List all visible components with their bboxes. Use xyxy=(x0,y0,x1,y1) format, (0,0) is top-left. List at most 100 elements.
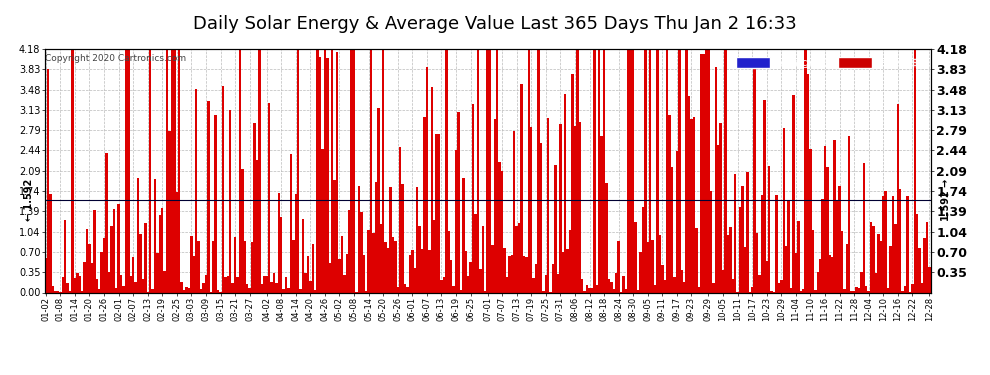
Bar xyxy=(436,134,438,292)
Bar xyxy=(122,286,125,292)
Bar xyxy=(526,257,528,292)
Bar xyxy=(678,49,680,292)
Bar xyxy=(637,290,640,292)
Bar xyxy=(632,49,635,292)
Bar xyxy=(644,49,646,292)
Bar xyxy=(877,234,880,292)
Bar xyxy=(707,49,710,292)
Bar xyxy=(73,278,76,292)
Bar xyxy=(411,250,414,292)
Bar xyxy=(100,252,103,292)
Bar xyxy=(374,182,377,292)
Bar xyxy=(755,233,758,292)
Bar xyxy=(559,124,561,292)
Bar xyxy=(887,288,889,292)
Bar xyxy=(309,281,312,292)
Bar xyxy=(635,222,637,292)
Bar xyxy=(334,180,336,292)
Bar xyxy=(807,74,809,292)
Bar xyxy=(499,162,501,292)
Bar xyxy=(516,226,518,292)
Bar xyxy=(110,226,113,292)
Bar xyxy=(394,241,397,292)
Bar xyxy=(404,284,406,292)
Bar xyxy=(695,228,698,292)
Bar xyxy=(91,262,93,292)
Bar xyxy=(511,255,513,292)
Bar xyxy=(319,57,322,292)
Bar xyxy=(889,246,892,292)
Bar xyxy=(824,146,827,292)
Bar xyxy=(751,287,753,292)
Bar xyxy=(339,260,341,292)
Bar xyxy=(787,201,790,292)
Bar xyxy=(860,272,862,292)
Bar xyxy=(615,273,618,292)
Bar xyxy=(93,210,95,292)
Bar xyxy=(426,67,428,292)
Bar xyxy=(132,257,135,292)
Bar xyxy=(51,286,54,292)
Bar xyxy=(924,238,926,292)
Bar xyxy=(285,277,287,292)
Bar xyxy=(658,235,661,292)
Bar xyxy=(646,242,649,292)
Bar xyxy=(841,231,843,292)
Bar xyxy=(469,262,472,292)
Bar xyxy=(173,49,175,292)
Bar xyxy=(392,237,394,292)
Bar xyxy=(188,288,190,292)
Bar xyxy=(336,52,339,292)
Bar xyxy=(569,230,571,292)
Bar xyxy=(247,284,248,292)
Bar xyxy=(501,171,503,292)
Bar xyxy=(357,186,360,292)
Bar xyxy=(817,272,819,292)
Bar xyxy=(244,242,247,292)
Bar xyxy=(270,282,272,292)
Bar xyxy=(205,274,207,292)
Bar xyxy=(586,285,588,292)
Bar xyxy=(193,256,195,292)
Bar xyxy=(161,209,163,292)
Bar xyxy=(715,67,717,292)
Bar xyxy=(163,271,166,292)
Bar xyxy=(253,123,255,292)
Bar xyxy=(857,288,860,292)
Bar xyxy=(268,103,270,292)
Bar xyxy=(304,273,307,292)
Bar xyxy=(839,186,841,292)
Bar xyxy=(705,49,707,292)
Bar xyxy=(292,240,295,292)
Text: ← 1.592: ← 1.592 xyxy=(24,178,34,221)
Bar xyxy=(467,276,469,292)
Text: Daily Solar Energy & Average Value Last 365 Days Thu Jan 2 16:33: Daily Solar Energy & Average Value Last … xyxy=(193,15,797,33)
Bar xyxy=(255,160,258,292)
Bar xyxy=(494,119,496,292)
Bar xyxy=(530,127,533,292)
Bar xyxy=(717,145,720,292)
Bar xyxy=(739,207,742,292)
Bar xyxy=(865,286,867,292)
Bar xyxy=(324,49,326,292)
Bar xyxy=(508,256,511,292)
Bar xyxy=(742,186,743,292)
Bar xyxy=(812,230,814,292)
Bar xyxy=(76,273,78,292)
Bar xyxy=(446,49,447,292)
Bar xyxy=(683,282,685,292)
Bar xyxy=(845,244,848,292)
Bar xyxy=(299,288,302,292)
Bar xyxy=(372,233,374,292)
Bar xyxy=(596,285,598,292)
Bar xyxy=(911,284,914,292)
Bar xyxy=(438,134,441,292)
Bar xyxy=(140,234,142,292)
Bar xyxy=(583,291,586,292)
Bar xyxy=(561,252,564,292)
Bar xyxy=(260,284,263,292)
Bar xyxy=(673,278,676,292)
Bar xyxy=(248,288,250,292)
Bar xyxy=(108,272,110,292)
Bar xyxy=(158,215,161,292)
